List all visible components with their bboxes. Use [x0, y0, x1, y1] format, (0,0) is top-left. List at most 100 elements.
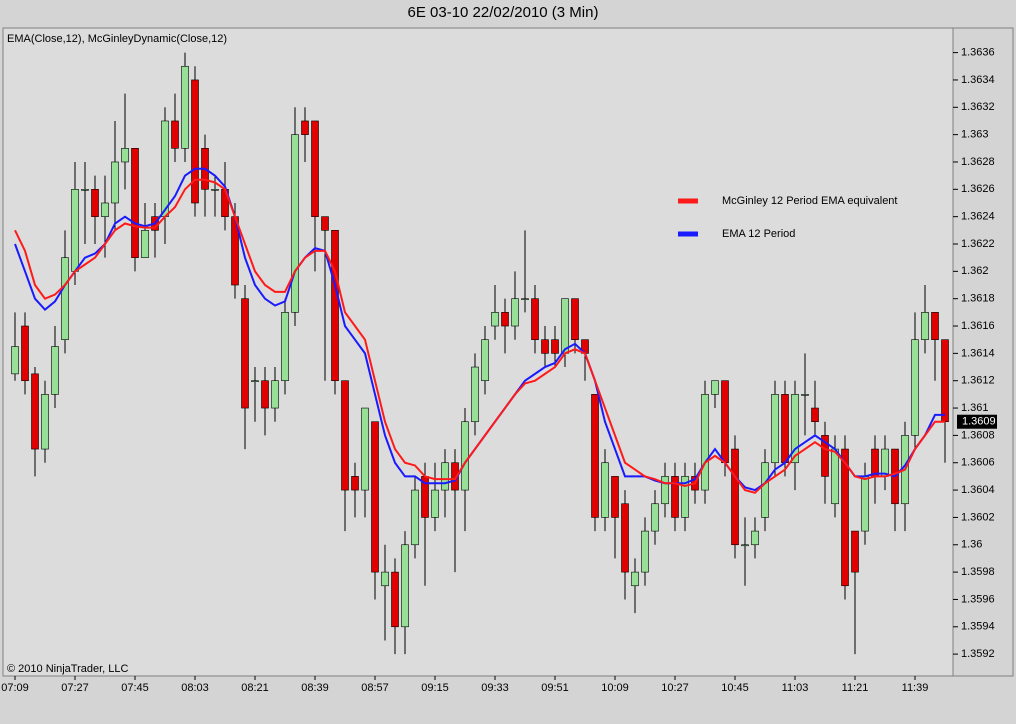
x-tick-label: 11:39: [902, 682, 929, 694]
y-tick-label: 1.3632: [961, 101, 995, 113]
candle-body: [131, 148, 139, 258]
candle-body: [631, 571, 639, 587]
y-tick-label: 1.3598: [961, 566, 995, 578]
indicator-line: [14, 178, 945, 494]
candle-body: [351, 476, 359, 491]
candle-body: [371, 421, 379, 573]
y-tick-label: 1.361: [961, 402, 989, 414]
x-tick-label: 08:21: [241, 682, 269, 694]
candle-body: [271, 380, 279, 409]
y-tick-label: 1.3608: [961, 429, 995, 441]
candle-body: [11, 346, 19, 375]
candle-body: [651, 503, 659, 532]
candle-body: [51, 346, 59, 395]
candle-body: [41, 394, 49, 450]
candle-body: [791, 394, 799, 464]
candle-body: [431, 489, 439, 518]
y-tick-label: 1.3594: [961, 621, 995, 633]
y-tick-label: 1.3634: [961, 74, 995, 86]
last-price-box: [957, 414, 997, 429]
candle-body: [111, 161, 119, 204]
x-tick-label: 08:57: [361, 682, 389, 694]
candle-body: [71, 189, 79, 272]
candle-body: [871, 448, 879, 477]
candle-body: [341, 380, 349, 491]
candle-body: [451, 462, 459, 491]
y-tick-label: 1.3636: [961, 47, 995, 59]
candle-body: [661, 476, 669, 505]
candle-body: [61, 257, 69, 340]
candle-body: [331, 230, 339, 382]
y-tick-label: 1.3612: [961, 375, 995, 387]
candle-body: [81, 189, 89, 191]
candle-body: [681, 476, 689, 518]
y-tick-label: 1.3628: [961, 156, 995, 168]
x-tick-label: 07:09: [1, 682, 29, 694]
candle-body: [411, 489, 419, 546]
candle-body: [21, 325, 29, 382]
y-tick-label: 1.3618: [961, 293, 995, 305]
candle-body: [211, 189, 219, 191]
candle-body: [801, 394, 809, 396]
candle-body: [741, 544, 749, 547]
y-tick-label: 1.362: [961, 265, 989, 277]
y-tick-label: 1.3592: [961, 648, 995, 660]
x-tick-label: 08:03: [181, 682, 209, 694]
indicator-label: EMA(Close,12), McGinleyDynamic(Close,12): [7, 33, 227, 45]
candle-body: [751, 530, 759, 546]
candle-body: [571, 298, 579, 340]
y-tick-label: 1.3626: [961, 183, 995, 195]
legend-label: McGinley 12 Period EMA equivalent: [722, 195, 897, 207]
candle-body: [841, 448, 849, 587]
candle-body: [361, 407, 369, 491]
y-tick-label: 1.3596: [961, 593, 995, 605]
candle-body: [671, 476, 679, 518]
copyright: © 2010 NinjaTrader, LLC: [7, 663, 128, 675]
candle-body: [561, 298, 569, 354]
x-tick-label: 10:45: [721, 682, 749, 694]
candle-body: [91, 189, 99, 217]
x-tick-label: 09:51: [541, 682, 569, 694]
x-tick-label: 07:27: [61, 682, 89, 694]
candle-body: [941, 339, 949, 423]
candle-body: [761, 462, 769, 518]
candle-body: [311, 120, 319, 217]
candle-body: [381, 571, 389, 587]
candle-body: [591, 394, 599, 518]
candle-body: [701, 394, 709, 491]
candle-body: [181, 65, 189, 149]
x-tick-label: 07:45: [121, 682, 149, 694]
chart-title: 6E 03-10 22/02/2010 (3 Min): [408, 4, 599, 21]
candle-body: [491, 312, 499, 327]
candle-body: [531, 298, 539, 340]
candle-body: [781, 394, 789, 464]
candle-body: [171, 120, 179, 149]
candle-body: [261, 380, 269, 409]
last-price-label: 1.3609: [962, 416, 996, 428]
y-tick-label: 1.3622: [961, 238, 995, 250]
candle-body: [501, 312, 509, 327]
candle-body: [861, 476, 869, 532]
candle-body: [921, 312, 929, 340]
candle-body: [931, 312, 939, 340]
candle-body: [441, 462, 449, 491]
candle-body: [611, 476, 619, 518]
candle-body: [511, 298, 519, 327]
candle-body: [481, 339, 489, 382]
candle-body: [31, 373, 39, 450]
candle-body: [551, 339, 559, 354]
candle-body: [831, 448, 839, 505]
y-tick-label: 1.3624: [961, 211, 995, 223]
x-tick-label: 09:33: [481, 682, 509, 694]
x-tick-label: 10:27: [661, 682, 689, 694]
candle-body: [391, 571, 399, 628]
y-tick-label: 1.3614: [961, 347, 995, 359]
y-tick-label: 1.3606: [961, 457, 995, 469]
candle-body: [641, 530, 649, 573]
legend-label: EMA 12 Period: [722, 228, 795, 240]
candle-body: [471, 366, 479, 423]
candle-body: [251, 380, 259, 383]
candle-body: [301, 120, 309, 135]
candle-body: [141, 230, 149, 258]
